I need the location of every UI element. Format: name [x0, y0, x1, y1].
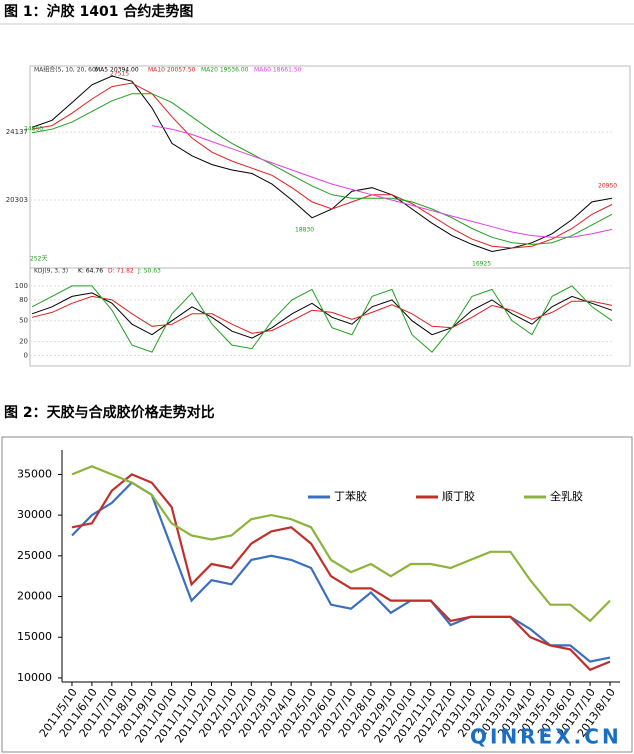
panel-frame	[29, 65, 631, 367]
series-line	[31, 75, 613, 253]
annotation: 24850	[24, 126, 43, 133]
annotation: 20950	[598, 183, 617, 190]
y-tick-label: 25000	[17, 549, 52, 562]
series-line	[71, 473, 611, 672]
caption: 图 1：沪胶 1401 合约走势图	[4, 3, 193, 20]
series-line	[71, 481, 611, 663]
legend-item: MA10 20057.50	[148, 67, 196, 74]
series-line	[31, 82, 613, 249]
y-tick-label: 15000	[17, 630, 52, 643]
series-line	[31, 93, 613, 245]
y-tick-label: 10000	[17, 671, 52, 684]
y-tick-label: 24137	[6, 128, 28, 136]
legend-item: MA60 18661.50	[254, 67, 302, 74]
legend-item: 丁苯胶	[334, 489, 367, 503]
y-tick-label: 35000	[17, 467, 52, 480]
annotation: 16925	[472, 261, 491, 268]
legend-item: D: 71.82	[108, 268, 134, 275]
series-line	[31, 295, 613, 334]
annotation: 27515	[110, 71, 129, 78]
annotation: 252天	[30, 256, 47, 263]
series-line	[31, 285, 613, 353]
watermark: QINREX.CN	[470, 725, 622, 749]
y-tick-label: 50	[19, 317, 28, 325]
y-tick-label: 80	[19, 296, 28, 304]
y-tick-label: 0	[24, 352, 28, 360]
series-line	[31, 292, 613, 339]
legend-item: MA5 20394.00	[95, 67, 139, 74]
y-tick-label: 30000	[17, 508, 52, 521]
y-tick-label: 100	[15, 282, 28, 290]
legend-item: 顺丁胶	[442, 489, 475, 503]
legend-item: K: 64.76	[78, 268, 103, 275]
legend-item: 全乳胶	[550, 489, 583, 503]
annotation: 18830	[295, 227, 314, 234]
legend-title: MA组合(5, 10, 20, 60)	[34, 66, 98, 74]
y-tick-label: 20303	[6, 196, 28, 204]
chart-frame	[1, 436, 633, 753]
legend-title: KDJ(9, 3, 3)	[34, 268, 68, 275]
y-tick-label: 20	[19, 338, 28, 346]
y-tick-label: 20000	[17, 590, 52, 603]
caption: 图 2：天胶与合成胶价格走势对比	[4, 404, 215, 421]
series-line	[151, 125, 613, 238]
series-line	[71, 465, 611, 623]
legend-item: J: 50.63	[137, 268, 161, 275]
legend-item: MA20 19536.00	[201, 67, 249, 74]
